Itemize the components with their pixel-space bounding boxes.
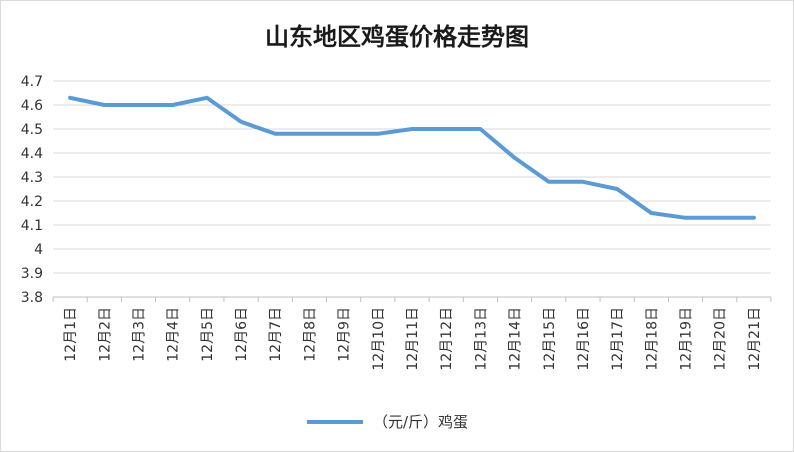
y-axis-ticks: 3.8 3.9 4 4.1 4.2 4.3 4.4 4.5 4.6 4.7 [21, 74, 43, 306]
y-tick-label: 4.6 [21, 98, 43, 114]
series-lines [68, 95, 756, 220]
x-tick-label: 12月15日 [542, 307, 558, 371]
y-tick-label: 3.9 [21, 266, 43, 282]
x-tick-label: 12月8日 [302, 307, 318, 362]
x-tick-label: 12月4日 [166, 307, 182, 362]
x-tick-label: 12月2日 [97, 307, 113, 362]
series-line [68, 95, 756, 220]
y-tick-label: 3.8 [21, 290, 43, 306]
x-tick-label: 12月16日 [576, 307, 592, 371]
x-tick-label: 12月9日 [337, 307, 353, 362]
gridlines [52, 80, 772, 302]
x-tick-label: 12月6日 [234, 307, 250, 362]
x-tick-label: 12月7日 [268, 307, 284, 362]
x-tick-label: 12月20日 [713, 307, 729, 371]
x-tick-label: 12月11日 [405, 307, 421, 371]
y-tick-label: 4.1 [21, 218, 43, 234]
x-tick-label: 12月10日 [371, 307, 387, 371]
chart-title: 山东地区鸡蛋价格走势图 [265, 22, 529, 51]
legend-label: （元/斤）鸡蛋 [373, 413, 468, 431]
x-tick-label: 12月18日 [644, 307, 660, 371]
x-tick-label: 12月5日 [200, 307, 216, 362]
x-tick-label: 12月3日 [131, 307, 147, 362]
x-tick-label: 12月12日 [439, 307, 455, 371]
x-tick-label: 12月19日 [679, 307, 695, 371]
y-tick-label: 4.7 [21, 74, 43, 90]
x-tick-label: 12月21日 [747, 307, 763, 371]
y-tick-label: 4.5 [21, 122, 43, 138]
x-tick-label: 12月17日 [610, 307, 626, 371]
x-tick-label: 12月1日 [63, 307, 79, 362]
y-tick-label: 4 [34, 242, 43, 258]
x-tick-label: 12月13日 [473, 307, 489, 371]
x-tick-label: 12月14日 [508, 307, 524, 371]
x-axis-ticks: 12月1日 12月2日 12月3日 12月4日 12月5日 12月6日 12月7日 12月8日… [63, 307, 763, 371]
y-tick-label: 4.2 [21, 194, 43, 210]
legend: （元/斤）鸡蛋 [307, 413, 468, 431]
y-tick-label: 4.3 [21, 170, 43, 186]
y-tick-label: 4.4 [21, 146, 43, 162]
